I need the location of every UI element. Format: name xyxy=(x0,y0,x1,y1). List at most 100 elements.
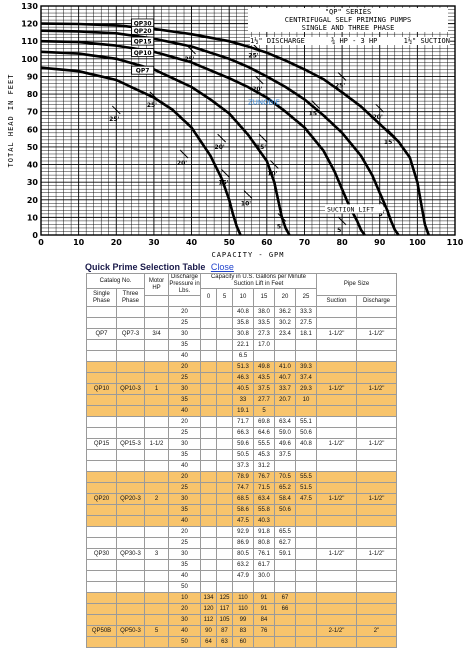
capacity-cell xyxy=(216,537,233,549)
single-phase-cell xyxy=(86,537,117,549)
pressure-cell: 30 xyxy=(168,548,201,560)
x-tick-label: 40 xyxy=(186,238,198,247)
pressure-cell: 20 xyxy=(168,603,201,615)
three-phase-cell: QP30-3 xyxy=(116,548,145,560)
lift-tick xyxy=(337,216,347,226)
capacity-cell: 47.5 xyxy=(232,515,254,527)
capacity-cell xyxy=(200,449,217,461)
capacity-cell: 37.4 xyxy=(295,372,317,384)
capacity-cell xyxy=(216,471,233,483)
single-phase-cell xyxy=(86,471,117,483)
capacity-cell: 55.5 xyxy=(253,438,275,450)
pressure-cell: 20 xyxy=(168,526,201,538)
series-label-box xyxy=(131,36,155,46)
discharge-size-cell: 2" xyxy=(356,625,397,637)
capacity-cell xyxy=(216,581,233,593)
discharge-size-cell xyxy=(356,482,397,494)
capacity-cell: 40.8 xyxy=(295,438,317,450)
close-link[interactable]: Close xyxy=(210,262,234,272)
y-axis-label: TOTAL HEAD IN FEET xyxy=(7,74,15,168)
suction-size-cell xyxy=(316,526,357,538)
capacity-cell xyxy=(200,350,217,362)
lift-label: 10' xyxy=(241,200,251,207)
motor-hp-cell xyxy=(144,449,169,461)
discharge-size-cell: 1-1/2" xyxy=(356,493,397,505)
capacity-cell xyxy=(295,625,317,637)
pressure-cell: 20 xyxy=(168,306,201,318)
table-row: 35 50.5 45.3 37.5 xyxy=(86,449,397,461)
capacity-cell: 58.6 xyxy=(232,504,254,516)
capacity-cell: 112 xyxy=(200,614,217,626)
lift-label: 5' xyxy=(277,223,283,230)
discharge-size-cell xyxy=(356,581,397,593)
three-phase-cell: QP15-3 xyxy=(116,438,145,450)
discharge-size-cell xyxy=(356,449,397,461)
suction-lift-label: SUCTION LIFT xyxy=(327,205,374,213)
capacity-cell: 40.3 xyxy=(253,515,275,527)
motor-hp-cell xyxy=(144,636,169,648)
pressure-cell: 35 xyxy=(168,449,201,461)
capacity-cell xyxy=(295,526,317,538)
y-tick-label: 60 xyxy=(27,125,39,134)
capacity-cell: 63 xyxy=(216,636,233,648)
capacity-cell: 19.1 xyxy=(232,405,254,417)
discharge-size-cell: 1-1/2" xyxy=(356,438,397,450)
suction-lift-header: 10 xyxy=(232,288,254,307)
capacity-cell: 27.5 xyxy=(295,317,317,329)
table-row: 30 112 105 99 84 xyxy=(86,614,397,626)
y-tick-label: 110 xyxy=(21,37,38,46)
capacity-cell xyxy=(216,460,233,472)
suction-lift-header: 20 xyxy=(274,288,296,307)
lift-tick xyxy=(254,75,264,85)
capacity-cell: 120 xyxy=(200,603,217,615)
motor-hp-cell: 3/4 xyxy=(144,328,169,340)
x-tick-label: 70 xyxy=(299,238,311,247)
single-phase-cell: QP7 xyxy=(86,328,117,340)
chart-labels: 0 10 20 30 40 50 60 70 80 90 100 110 0 10 20 30 40 50 60 70… xyxy=(7,2,464,259)
motor-hp-cell xyxy=(144,515,169,527)
suction-size-cell: 1-1/2" xyxy=(316,438,357,450)
capacity-cell: 31.2 xyxy=(253,460,275,472)
capacity-cell: 65.5 xyxy=(274,526,296,538)
table-row: 25 66.3 64.6 59.0 50.6 xyxy=(86,427,397,439)
capacity-cell xyxy=(295,460,317,472)
lift-label: 20' xyxy=(252,86,262,93)
capacity-cell xyxy=(216,361,233,373)
table-row: 20 92.9 91.8 65.5 xyxy=(86,526,397,538)
capacity-cell: 110 xyxy=(232,603,254,615)
capacity-cell xyxy=(200,361,217,373)
single-phase-cell xyxy=(86,350,117,362)
motor-hp-cell xyxy=(144,317,169,329)
capacity-cell: 22.1 xyxy=(232,339,254,351)
chart-pipe-labels: 1½" DISCHARGE ¾ HP - 3 HP 1½" SUCTION xyxy=(250,37,450,45)
chart-title-line: "QP" SERIES xyxy=(324,8,372,16)
suction-size-cell xyxy=(316,614,357,626)
pressure-cell: 20 xyxy=(168,416,201,428)
suction-lift-header: 25 xyxy=(295,288,317,307)
pressure-cell: 30 xyxy=(168,328,201,340)
capacity-cell: 90 xyxy=(200,625,217,637)
plot-frame xyxy=(40,5,456,236)
capacity-cell xyxy=(216,394,233,406)
series-label-box xyxy=(131,48,155,57)
three-phase-cell xyxy=(116,427,145,439)
single-phase-cell xyxy=(86,306,117,318)
capacity-header: Capacity in U.S. Gallons per Minute Suct… xyxy=(200,273,317,289)
y-tick-label: 120 xyxy=(21,20,38,29)
suction-size-cell xyxy=(316,592,357,604)
suction-lift-label-bg xyxy=(325,204,384,214)
capacity-cell xyxy=(200,537,217,549)
lift-label: 20' xyxy=(215,144,225,151)
lift-label: 20' xyxy=(177,160,187,167)
capacity-cell: 78.9 xyxy=(232,471,254,483)
pressure-cell: 40 xyxy=(168,570,201,582)
discharge-size-cell xyxy=(356,460,397,472)
discharge-size-cell xyxy=(356,394,397,406)
capacity-cell: 38.0 xyxy=(253,306,275,318)
lift-tick xyxy=(337,72,347,81)
suction-size-cell: 1-1/2" xyxy=(316,548,357,560)
capacity-cell: 46.3 xyxy=(232,372,254,384)
suction-size-cell xyxy=(316,306,357,318)
table-row: 40 37.3 31.2 xyxy=(86,460,397,472)
discharge-pressure-header: Discharge Pressure in Lbs. xyxy=(168,273,201,296)
